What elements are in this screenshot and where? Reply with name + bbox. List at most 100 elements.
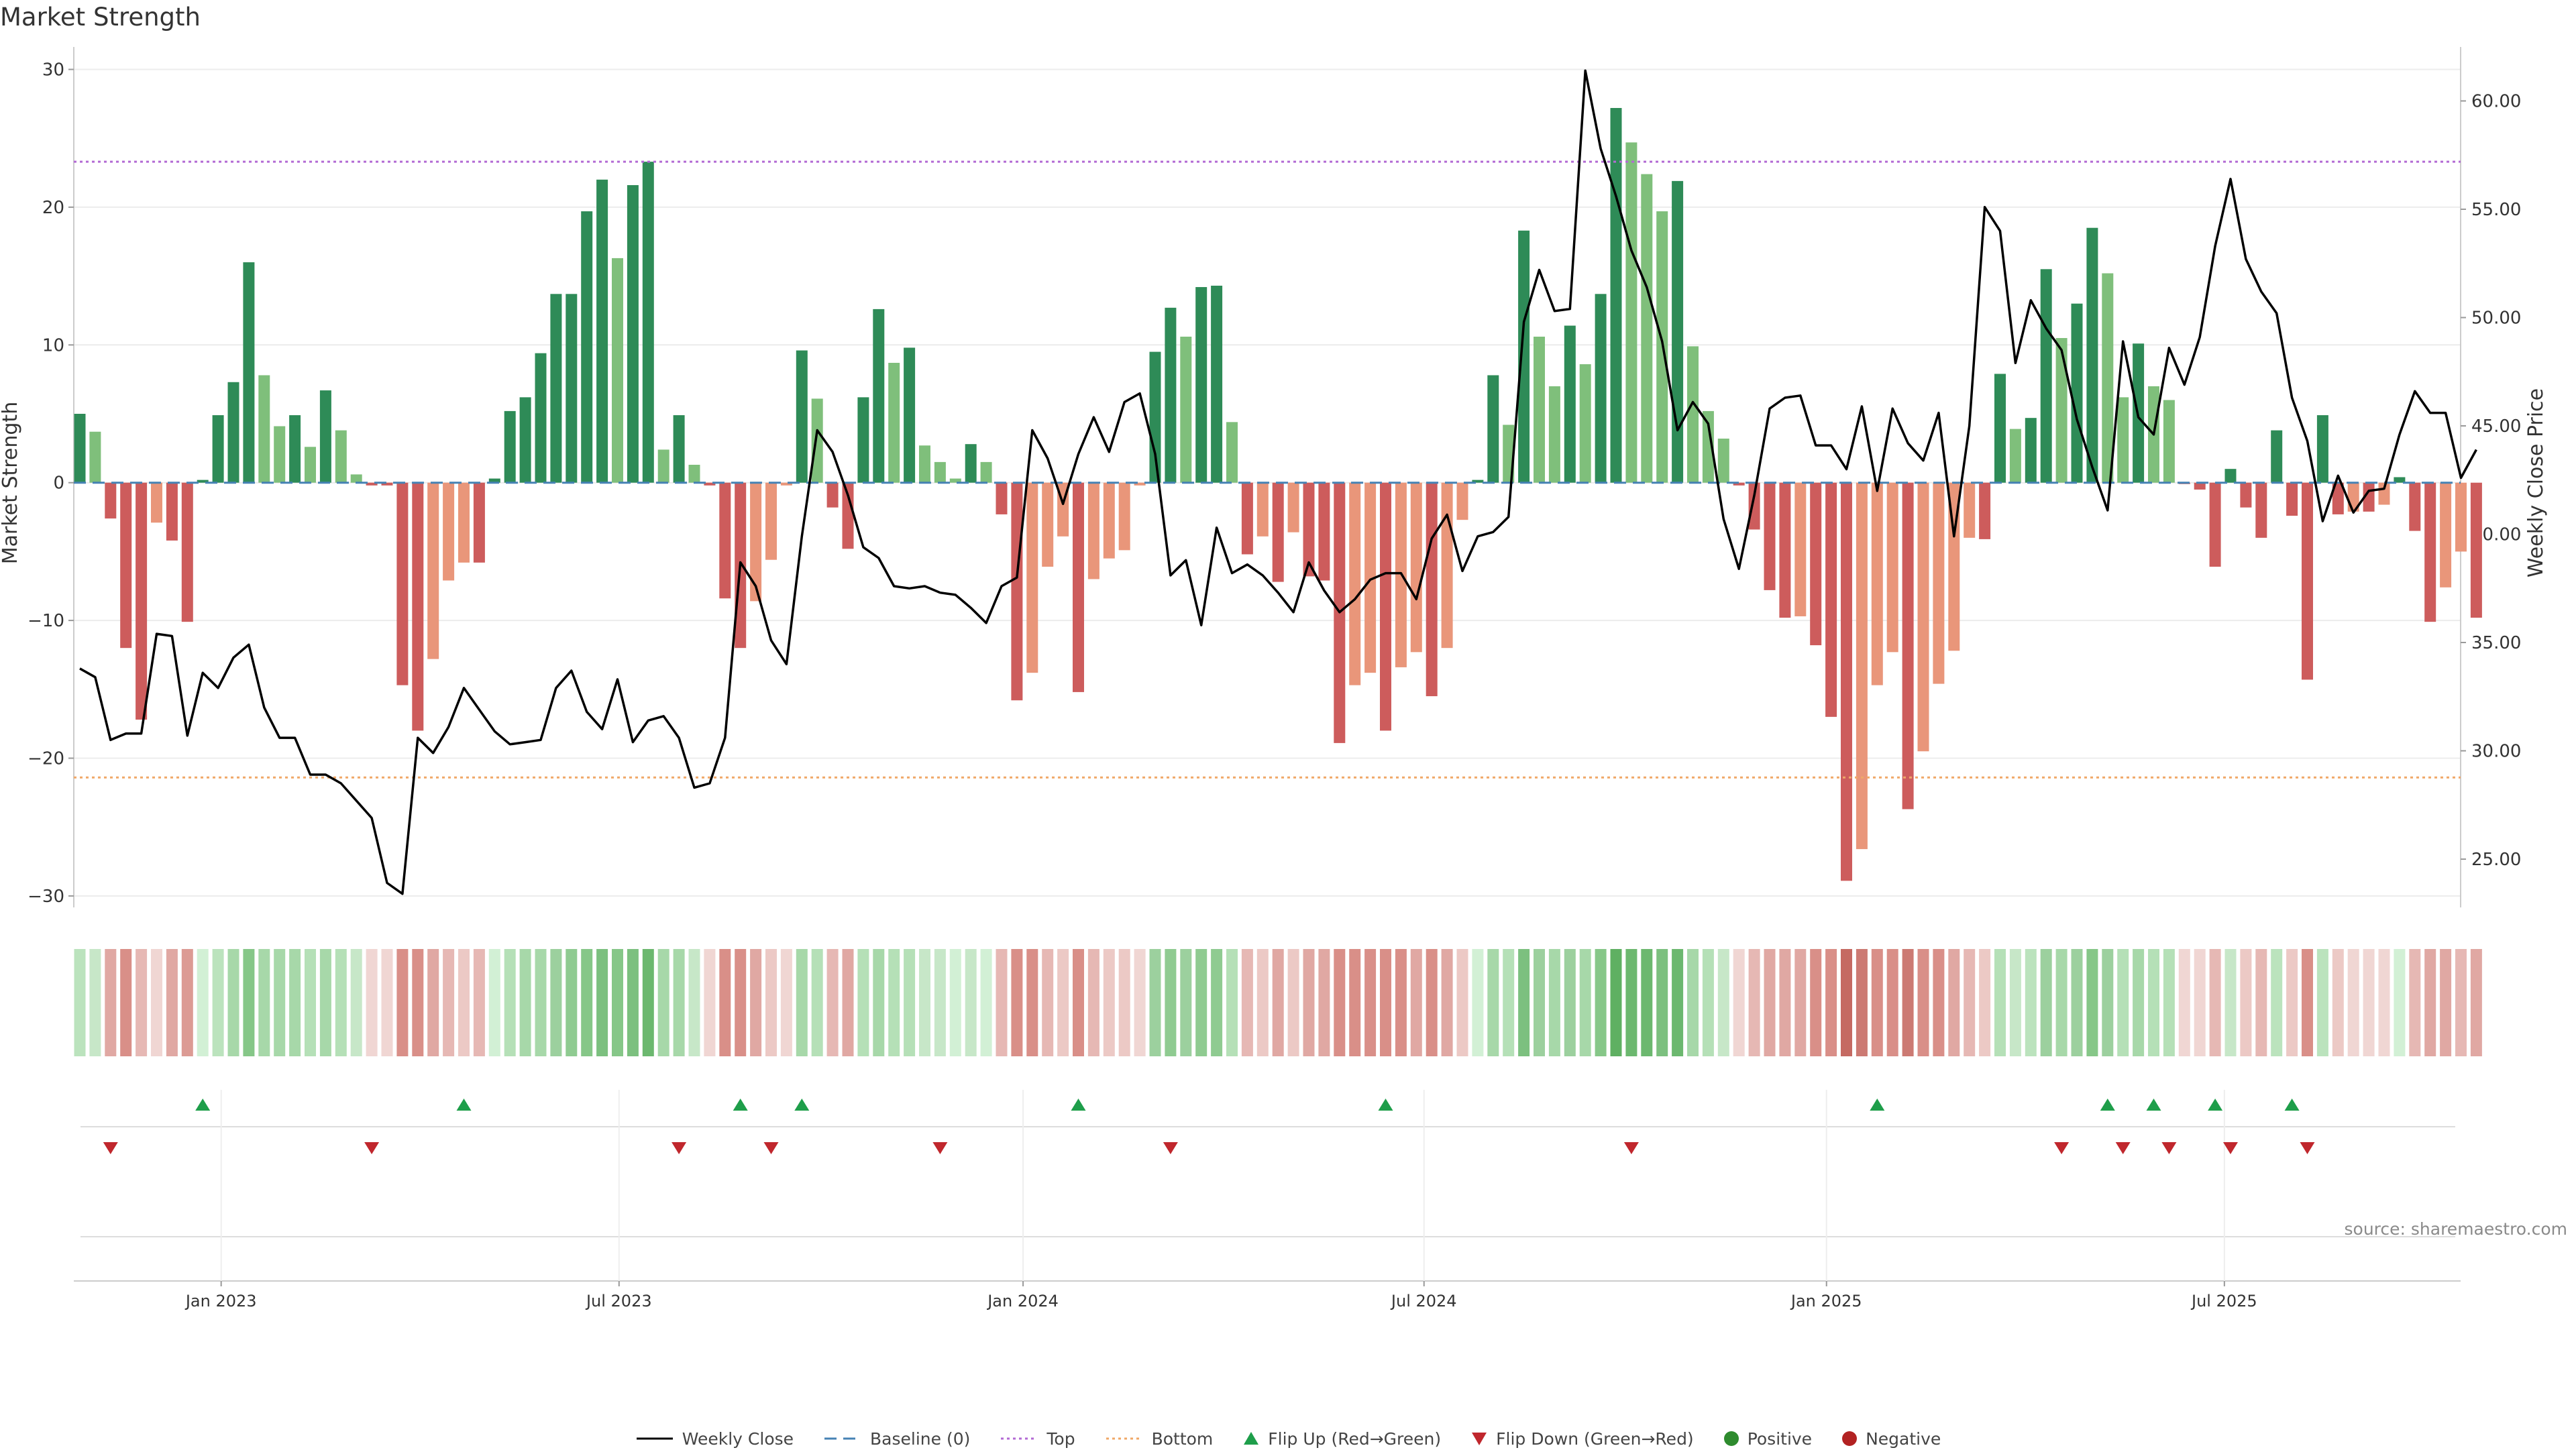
strength-bar — [2440, 482, 2452, 588]
heatmap-cell — [443, 949, 455, 1056]
heatmap-cell — [289, 949, 301, 1056]
strength-bar — [1948, 482, 1960, 651]
heatmap-cell — [89, 949, 101, 1056]
heatmap-cell — [949, 949, 961, 1056]
strength-bar — [842, 482, 854, 549]
heatmap-cell — [1610, 949, 1622, 1056]
flip-down-marker — [2300, 1142, 2315, 1154]
strength-bar — [1134, 482, 1146, 486]
heatmap-cell — [1165, 949, 1177, 1056]
strength-bar — [1149, 351, 1161, 483]
heatmap-cell — [105, 949, 117, 1056]
green-dot-icon — [1723, 1431, 1739, 1446]
heatmap-cell — [1518, 949, 1530, 1056]
strength-bar — [289, 415, 301, 483]
strength-bar — [2055, 338, 2068, 483]
heatmap-cell — [811, 949, 823, 1056]
heatmap-cell — [2086, 949, 2098, 1056]
strength-bar — [1764, 482, 1776, 590]
heatmap-cell — [504, 949, 516, 1056]
heatmap-cell — [1917, 949, 1929, 1056]
strength-bar — [888, 363, 900, 483]
flip-up-markers — [195, 1099, 2300, 1111]
heatmap-cell — [1779, 949, 1791, 1056]
heatmap-cell — [1856, 949, 1868, 1056]
strength-bar — [1441, 482, 1453, 649]
strength-bar — [1410, 482, 1422, 653]
heatmap-cell — [996, 949, 1008, 1056]
heatmap-cell — [2040, 949, 2052, 1056]
heatmap-cell — [1441, 949, 1453, 1056]
heatmap-cell — [258, 949, 270, 1056]
heatmap-cell — [2163, 949, 2175, 1056]
y2-tick-label: 45.00 — [2471, 416, 2521, 437]
strength-bar — [1810, 482, 1822, 646]
heatmap-cell — [765, 949, 777, 1056]
heatmap-strip — [74, 949, 2482, 1056]
heatmap-cell — [1073, 949, 1084, 1056]
strength-bar — [1364, 482, 1377, 673]
heatmap-cell — [2102, 949, 2114, 1056]
strength-bar — [1087, 482, 1099, 579]
heatmap-cell — [1380, 949, 1391, 1056]
strength-bar — [2209, 482, 2221, 567]
flip-down-marker — [2115, 1142, 2131, 1154]
heatmap-cell — [826, 949, 839, 1056]
y-tick-label: 0 — [53, 473, 64, 494]
strength-bar — [796, 350, 808, 483]
x-tick-label: Jul 2024 — [1390, 1292, 1457, 1310]
heatmap-cell — [2302, 949, 2313, 1056]
heatmap-cell — [2055, 949, 2068, 1056]
strength-bar — [826, 482, 839, 508]
heatmap-cell — [488, 949, 500, 1056]
strength-bar — [2470, 482, 2482, 618]
heatmap-cell — [243, 949, 255, 1056]
heatmap-cell — [227, 949, 239, 1056]
strength-bar — [1748, 482, 1760, 530]
strength-bar — [1794, 482, 1807, 616]
strength-bar — [1349, 482, 1361, 685]
heatmap-cell — [473, 949, 485, 1056]
strength-bar — [381, 482, 393, 486]
strength-bar — [2102, 273, 2114, 483]
strength-bar — [2286, 482, 2298, 516]
heatmap-cell — [2025, 949, 2037, 1056]
strength-bar — [811, 398, 823, 483]
strength-bar — [1472, 480, 1484, 483]
heatmap-cell — [581, 949, 593, 1056]
heatmap-cell — [688, 949, 700, 1056]
heatmap-cell — [2133, 949, 2145, 1056]
heatmap-cell — [2209, 949, 2221, 1056]
y2-tick-label: 35.00 — [2471, 633, 2521, 653]
heatmap-cell — [305, 949, 316, 1056]
heatmap-cell — [1702, 949, 1714, 1056]
y2-tick-label: 30.00 — [2471, 742, 2521, 762]
heatmap-cell — [750, 949, 762, 1056]
strength-bar — [1318, 482, 1330, 581]
heatmap-cell — [1149, 949, 1161, 1056]
flip-up-marker — [794, 1099, 810, 1111]
strength-bar — [227, 382, 239, 483]
heatmap-cell — [2378, 949, 2390, 1056]
heatmap-cell — [1042, 949, 1054, 1056]
heatmap-cell — [657, 949, 669, 1056]
heatmap-cell — [1334, 949, 1346, 1056]
strength-bar — [1886, 482, 1898, 653]
legend-item-bottom: Bottom — [1105, 1429, 1213, 1449]
heatmap-cell — [1180, 949, 1192, 1056]
flip-down-marker — [2161, 1142, 2177, 1154]
x-tick-label: Jan 2025 — [1790, 1292, 1862, 1310]
heatmap-cell — [519, 949, 531, 1056]
heatmap-cell — [2271, 949, 2283, 1056]
heatmap-cell — [1426, 949, 1438, 1056]
heatmap-cell — [612, 949, 623, 1056]
strength-bar — [2163, 400, 2175, 483]
strength-bar — [2455, 482, 2467, 552]
heatmap-cell — [1134, 949, 1146, 1056]
strength-bar — [581, 211, 593, 483]
strength-bars — [74, 108, 2482, 881]
strength-bar — [2009, 429, 2021, 483]
strength-bar — [1856, 482, 1868, 850]
heatmap-cell — [1349, 949, 1361, 1056]
strength-bar — [212, 415, 224, 483]
